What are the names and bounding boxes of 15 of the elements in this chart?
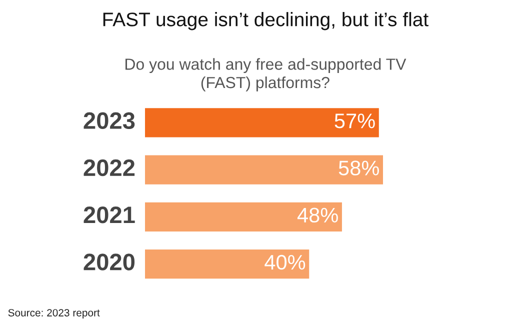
bar bbox=[145, 202, 342, 232]
data-label: 57% bbox=[334, 114, 375, 128]
chart-title: FAST usage isn’t declining, but it’s flat bbox=[103, 12, 428, 30]
source-note: Source: 2023 report bbox=[8, 309, 100, 318]
chart-subtitle: Do you watch any free ad-supported TV (FAST) platforms? bbox=[125, 58, 406, 92]
data-label: 40% bbox=[264, 254, 306, 270]
data-label: 48% bbox=[297, 208, 338, 223]
y-tick-label: 2022 bbox=[84, 159, 135, 176]
data-label: 58% bbox=[338, 160, 379, 176]
y-tick-label: 2023 bbox=[84, 112, 135, 130]
bar bbox=[145, 108, 379, 138]
y-tick-label: 2021 bbox=[84, 206, 135, 224]
bar bbox=[145, 155, 383, 184]
y-tick-label: 2020 bbox=[84, 254, 135, 270]
bar bbox=[145, 249, 310, 279]
